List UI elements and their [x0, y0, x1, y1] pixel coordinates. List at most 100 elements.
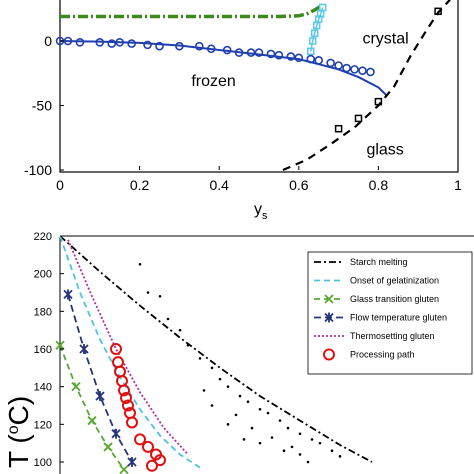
bottom-y-tick-label: 180	[34, 306, 52, 318]
legend-x-marker	[324, 294, 334, 304]
flow-temperature-star-marker	[111, 428, 121, 439]
top-black-square-point	[374, 97, 383, 106]
legend-label: Thermosetting gluten	[350, 331, 435, 341]
legend-marker-processing-path	[323, 348, 335, 361]
top-y-ticks: -100 -50 0	[24, 33, 64, 178]
bottom-scatter-point	[210, 404, 214, 407]
legend-label: Onset of gelatinization	[350, 276, 439, 286]
bottom-scatter-point	[266, 411, 270, 415]
bottom-scatter-point	[258, 407, 262, 411]
legend: Starch melting Onset of gelatinization Gla…	[307, 251, 473, 375]
bottom-scatter-point	[198, 357, 202, 360]
top-black-square-point	[354, 114, 363, 123]
processing-path-point	[142, 440, 154, 453]
bottom-scatter-point	[146, 291, 150, 294]
bottom-y-tick-label: 200	[34, 269, 52, 281]
top-blue-circle-point	[266, 49, 276, 59]
bottom-y-tick-label: 160	[34, 344, 52, 356]
processing-path-point	[146, 459, 158, 472]
bottom-series-line-1	[59, 235, 201, 469]
top-blue-circle-point	[286, 52, 296, 61]
top-blue-circle-point	[206, 44, 216, 54]
bottom-scatter-point	[202, 389, 206, 392]
top-x-tick-label: 0.6	[289, 177, 309, 193]
bottom-scatter-point	[210, 366, 214, 370]
flow-temperature-star-marker	[79, 344, 89, 354]
glass-transition-x-marker	[55, 340, 65, 350]
bottom-y-axis-label: T (oC)	[3, 396, 34, 468]
bottom-scatter-point	[298, 453, 302, 456]
top-blue-circle-point	[127, 39, 136, 48]
top-series-cyan-line	[309, 7, 324, 52]
top-series-black-dash-line	[282, 0, 451, 172]
top-annotation-glass: glass	[366, 142, 403, 159]
top-blue-circle-point	[195, 41, 204, 51]
top-y-tick-label: -100	[24, 162, 52, 178]
top-blue-circle-point	[175, 41, 184, 51]
bottom-scatter-point	[310, 438, 314, 441]
bottom-y-tick-label: 120	[34, 419, 52, 431]
bottom-scatter-point	[238, 394, 242, 398]
bottom-series-line-4	[67, 239, 189, 456]
top-blue-circle-point	[366, 67, 375, 77]
glass-transition-x-marker	[87, 415, 97, 426]
flow-temperature-star-marker	[127, 457, 137, 467]
top-blue-circle-point	[254, 48, 264, 57]
processing-path-point	[116, 375, 128, 388]
processing-path-point	[114, 365, 126, 378]
glass-transition-x-marker	[71, 382, 81, 392]
top-x-tick-label: 0.4	[209, 177, 229, 193]
top-blue-circle-point	[246, 48, 256, 57]
bottom-scatter-point	[226, 385, 230, 388]
flow-temperature-star-marker	[63, 289, 73, 300]
top-annotation-crystal: crystal	[362, 31, 408, 48]
bottom-scatter-point	[166, 317, 170, 321]
top-x-tick-label: 1	[454, 177, 462, 193]
bottom-series-layer	[55, 235, 373, 474]
processing-path-point	[134, 433, 146, 446]
top-annotation-frozen: frozen	[191, 73, 235, 90]
bottom-panel: 100 120 140 160 180 200 220 T (oC) Starch melt…	[3, 231, 474, 474]
bottom-scatter-point	[306, 460, 310, 464]
bottom-series-line-0	[59, 235, 373, 463]
top-blue-circle-point	[306, 54, 316, 64]
bottom-scatter-point	[338, 455, 342, 458]
bottom-y-tick-label: 220	[34, 231, 52, 243]
legend-star-marker	[324, 312, 334, 323]
top-blue-circle-point	[115, 37, 124, 47]
top-blue-circle-point	[75, 37, 85, 47]
top-cyan-square-point	[308, 37, 317, 45]
bottom-scatter-point	[218, 377, 222, 381]
bottom-scatter-point	[290, 445, 294, 449]
bottom-scatter-point	[278, 419, 282, 422]
processing-path-point	[126, 416, 138, 429]
bottom-series-line-3	[67, 294, 133, 463]
bottom-scatter-point	[330, 449, 334, 453]
top-blue-circle-point	[314, 56, 324, 65]
glass-transition-x-marker	[119, 464, 129, 474]
bottom-scatter-point	[318, 441, 322, 445]
top-black-square-point	[334, 124, 343, 133]
top-x-axis-label: ys	[254, 201, 268, 222]
bottom-scatter-point	[282, 449, 286, 453]
legend-label: Processing path	[350, 350, 415, 360]
top-blue-circle-point	[342, 63, 351, 73]
top-annotations: crystal frozen glass	[191, 31, 408, 159]
processing-path-point	[110, 343, 122, 355]
top-blue-circle-point	[294, 53, 304, 63]
bottom-scatter-point	[234, 413, 238, 417]
top-series-green-dashdot-line	[60, 3, 324, 19]
top-cyan-square-point	[318, 3, 327, 12]
bottom-scatter-point	[250, 426, 254, 430]
legend-box	[307, 251, 473, 375]
bottom-y-tick-label: 140	[34, 382, 52, 394]
legend-label: Flow temperature gluten	[350, 313, 447, 323]
top-blue-circle-point	[222, 45, 232, 55]
processing-path-point	[112, 356, 124, 369]
top-blue-circle-point	[63, 36, 73, 46]
bottom-scatter-layer	[138, 262, 342, 464]
bottom-y-tick-label: 100	[34, 457, 52, 469]
bottom-scatter-point	[258, 441, 262, 445]
bottom-scatter-point	[138, 262, 142, 266]
